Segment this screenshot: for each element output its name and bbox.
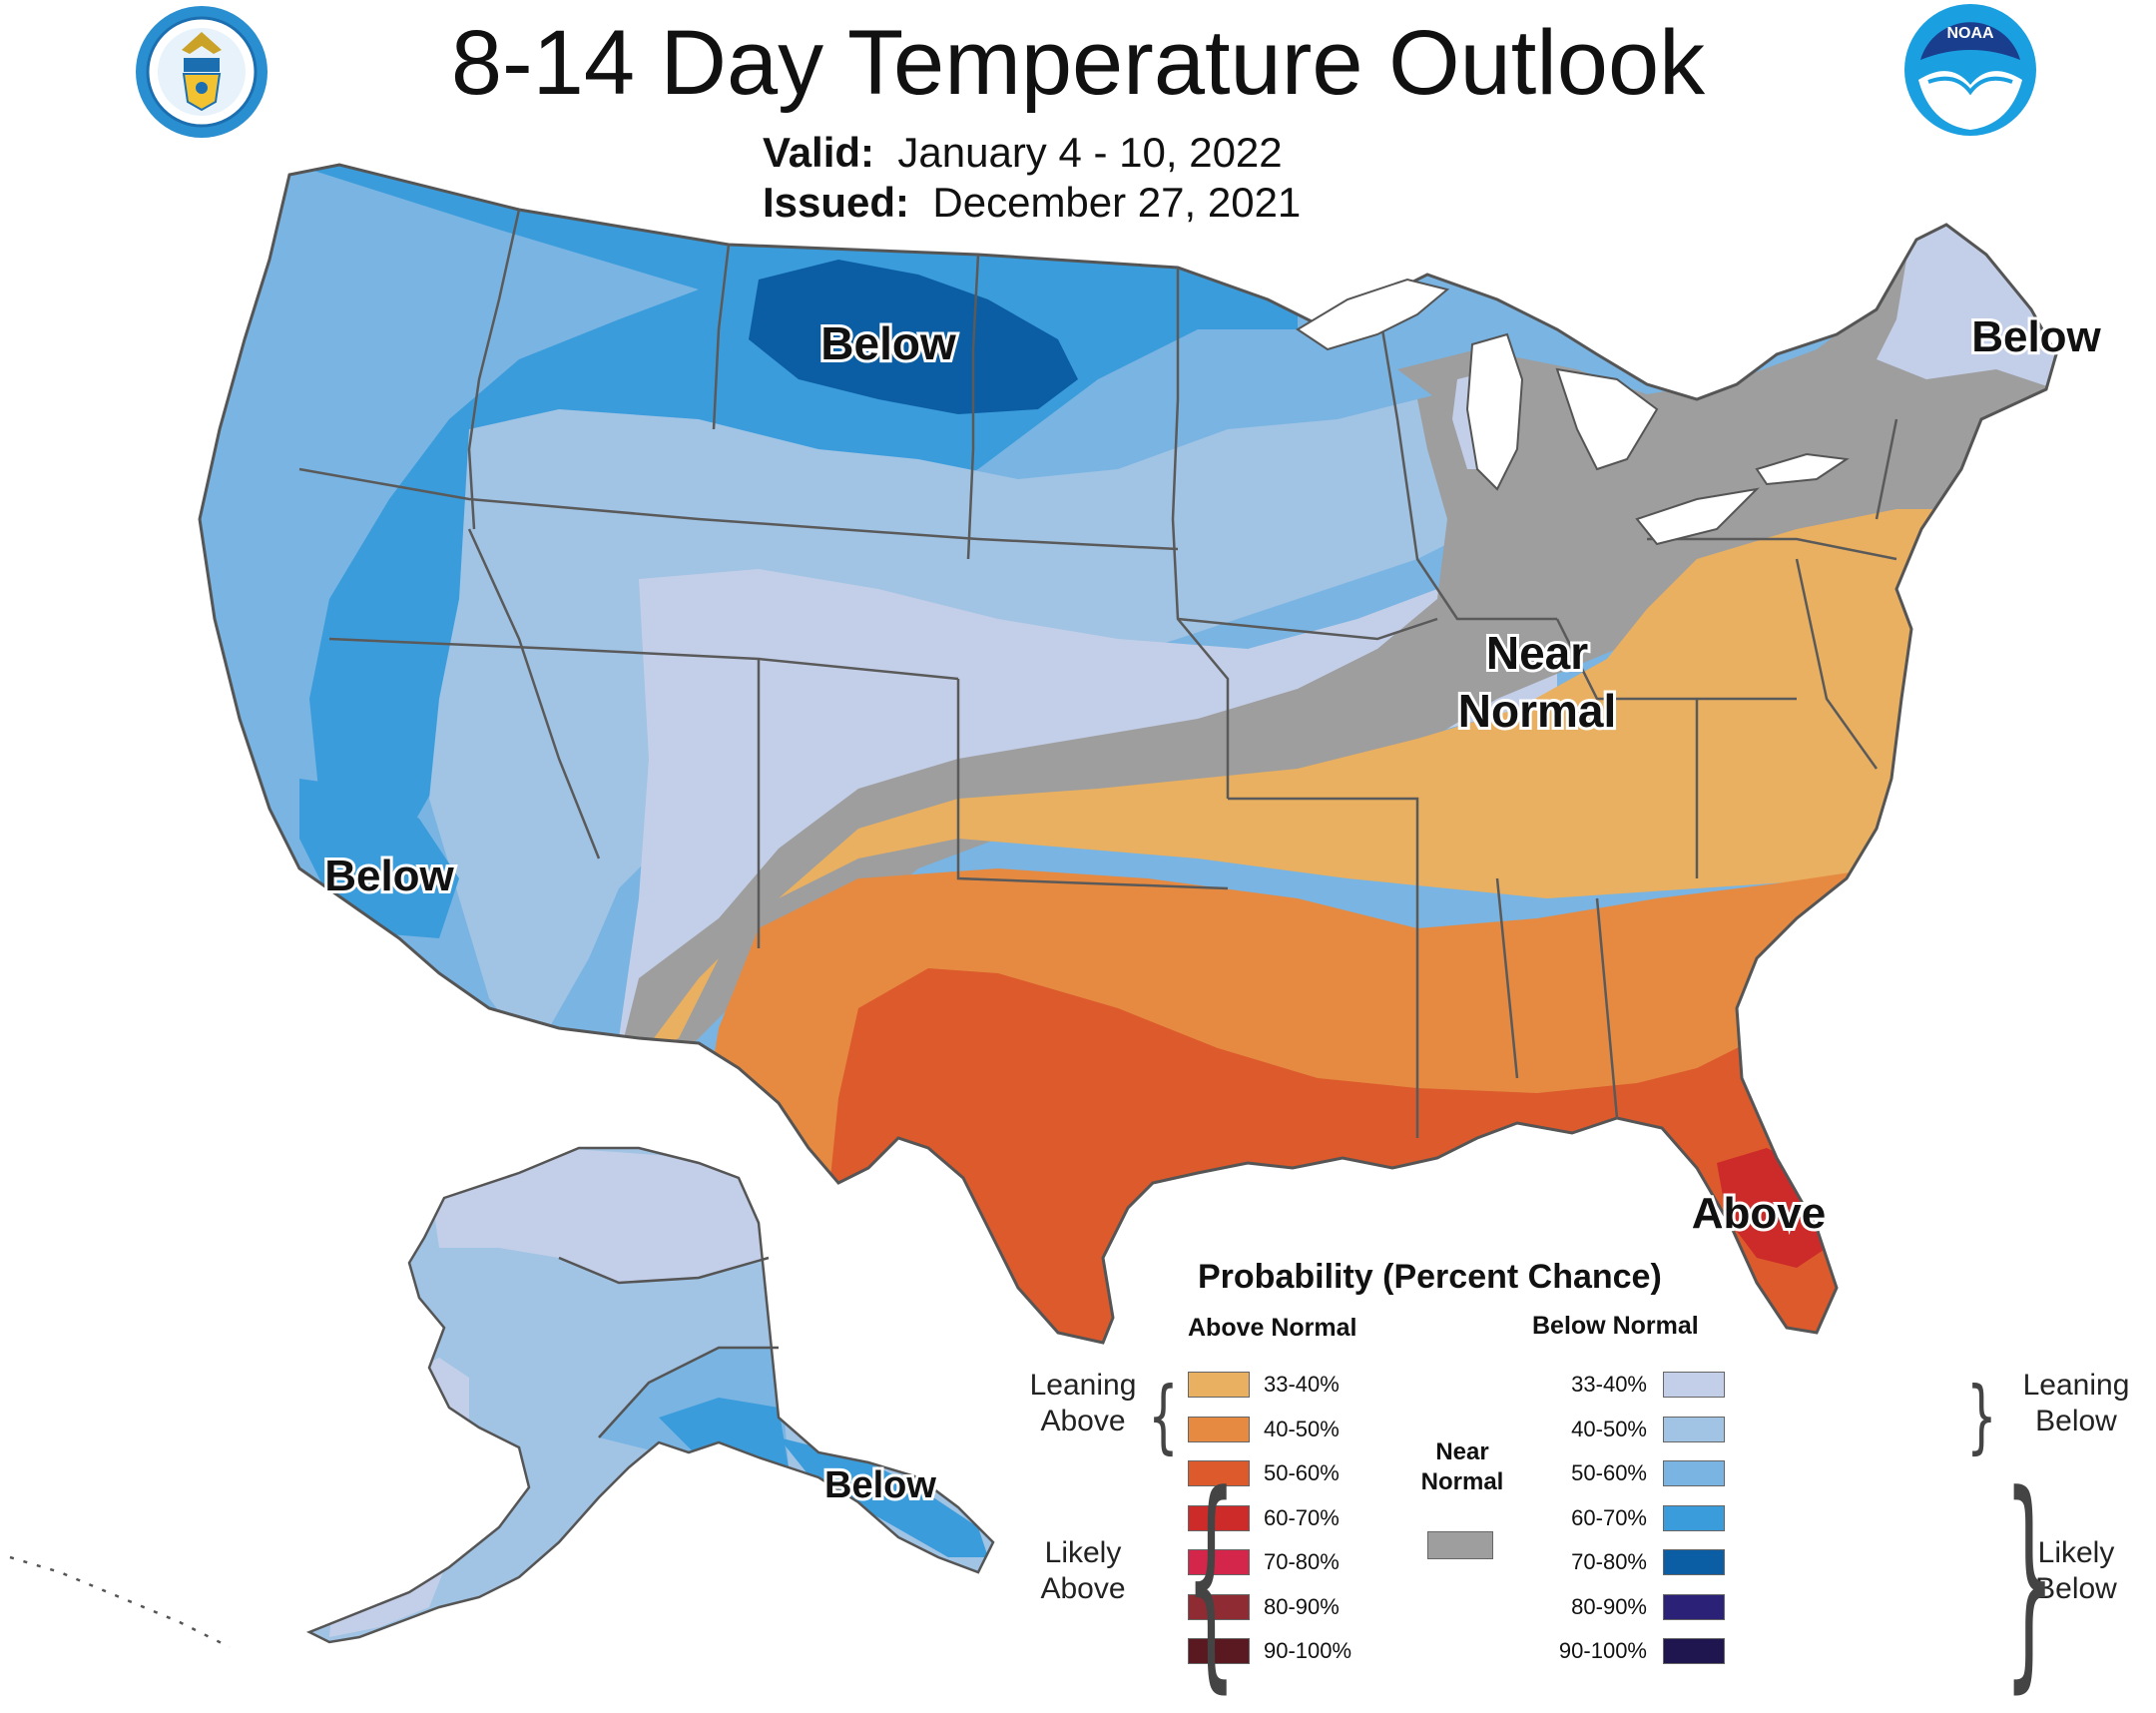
- legend-below-range: 50-60%: [1571, 1460, 1647, 1485]
- legend-title: Probability (Percent Chance): [1198, 1258, 1662, 1296]
- legend-above-swatch: [1188, 1416, 1250, 1442]
- legend-above-swatch: [1188, 1593, 1250, 1620]
- leaning-below-line2: Below: [2035, 1405, 2117, 1437]
- legend-leaning-above: Leaning Above: [998, 1368, 1168, 1439]
- leaning-above-brace-icon: {: [1148, 1370, 1179, 1462]
- legend-above-row: 40-50%: [1188, 1415, 1340, 1444]
- near-normal-line2: Normal: [1420, 1468, 1504, 1495]
- legend-below-row: 40-50%: [1537, 1415, 1725, 1444]
- label-above-florida: Above: [1692, 1189, 1826, 1238]
- conus-contours: [198, 163, 2058, 1345]
- legend-below-range: 60-70%: [1571, 1504, 1647, 1530]
- legend-above-swatch: [1188, 1460, 1250, 1486]
- legend-above-swatch: [1188, 1638, 1250, 1664]
- legend-above-swatch: [1188, 1372, 1250, 1398]
- likely-above-line2: Above: [1040, 1572, 1126, 1605]
- label-below-california: Below: [324, 852, 454, 900]
- issued-label: Issued:: [763, 179, 910, 226]
- legend-likely-above: Likely Above: [998, 1535, 1168, 1607]
- valid-value: January 4 - 10, 2022: [897, 129, 1283, 176]
- label-below-alaska: Below: [824, 1464, 936, 1506]
- legend-above-row: 90-100%: [1188, 1636, 1351, 1666]
- near-normal-line1: Near: [1435, 1438, 1489, 1465]
- likely-below-brace-icon: }: [2003, 1446, 2055, 1713]
- legend-above-swatch: [1188, 1504, 1250, 1531]
- legend-above-range: 90-100%: [1264, 1638, 1352, 1663]
- legend-below-swatch: [1663, 1372, 1725, 1398]
- legend-above-header: Above Normal: [1188, 1314, 1357, 1342]
- noaa-logo-icon: NOAA: [1904, 4, 2036, 136]
- legend-below-row: 60-70%: [1537, 1503, 1725, 1533]
- valid-row: Valid: January 4 - 10, 2022: [763, 128, 1301, 178]
- leaning-above-line1: Leaning: [1029, 1369, 1137, 1402]
- legend-above-row: 70-80%: [1188, 1547, 1340, 1577]
- legend-below-swatch: [1663, 1416, 1725, 1442]
- alaska-shading: [309, 1148, 993, 1642]
- label-near-normal-line2: Normal: [1458, 685, 1616, 737]
- great-lakes: [1296, 278, 1850, 546]
- legend-below-row: 70-80%: [1537, 1547, 1725, 1577]
- noaa-logo-text: NOAA: [1946, 25, 1994, 42]
- legend-below-range: 70-80%: [1571, 1549, 1647, 1574]
- likely-below-line2: Below: [2035, 1572, 2117, 1605]
- legend-below-row: 50-60%: [1537, 1458, 1725, 1488]
- legend-above-range: 80-90%: [1264, 1593, 1340, 1619]
- date-block: Valid: January 4 - 10, 2022 Issued: Dece…: [763, 128, 1301, 228]
- page-title: 8-14 Day Temperature Outlook: [450, 12, 1706, 114]
- legend-below-swatch: [1663, 1638, 1725, 1664]
- legend-below-swatch: [1663, 1593, 1725, 1620]
- legend-below-range: 40-50%: [1571, 1416, 1647, 1441]
- issued-value: December 27, 2021: [932, 179, 1302, 226]
- legend-below-row: 33-40%: [1537, 1370, 1725, 1400]
- near-normal-swatch: [1427, 1531, 1493, 1559]
- legend-leaning-below: Leaning Below: [1996, 1368, 2156, 1439]
- legend-above-range: 60-70%: [1264, 1504, 1340, 1530]
- legend-below-range: 33-40%: [1571, 1372, 1647, 1397]
- legend-above-swatch: [1188, 1549, 1250, 1575]
- legend-below-range: 80-90%: [1571, 1593, 1647, 1619]
- leaning-below-line1: Leaning: [2022, 1369, 2130, 1402]
- legend-above-range: 33-40%: [1264, 1372, 1340, 1397]
- legend-below-swatch: [1663, 1460, 1725, 1486]
- likely-above-line1: Likely: [1044, 1536, 1122, 1569]
- legend-below-swatch: [1663, 1504, 1725, 1531]
- leaning-below-brace-icon: }: [1966, 1370, 1997, 1462]
- issued-row: Issued: December 27, 2021: [763, 178, 1301, 228]
- legend-below-range: 90-100%: [1558, 1638, 1647, 1663]
- legend-likely-below: Likely Below: [1996, 1535, 2156, 1607]
- legend-above-row: 60-70%: [1188, 1503, 1340, 1533]
- department-of-commerce-seal-icon: [136, 6, 268, 138]
- valid-label: Valid:: [763, 129, 875, 176]
- legend-above-range: 70-80%: [1264, 1549, 1340, 1574]
- label-below-north-plains: Below: [820, 317, 956, 369]
- likely-above-brace-icon: {: [1185, 1446, 1237, 1713]
- legend-below-row: 90-100%: [1537, 1636, 1725, 1666]
- legend-above-row: 33-40%: [1188, 1370, 1340, 1400]
- legend-below-row: 80-90%: [1537, 1592, 1725, 1622]
- alaska-outline: [9, 1146, 995, 1649]
- legend: Probability (Percent Chance) Above Norma…: [998, 1258, 2156, 1695]
- legend-below-header: Below Normal: [1532, 1312, 1699, 1340]
- legend-below-swatch: [1663, 1549, 1725, 1575]
- temperature-outlook-map: Below Below Below Near Normal Above Belo…: [9, 163, 2102, 1649]
- legend-above-range: 50-60%: [1264, 1460, 1340, 1485]
- legend-above-row: 80-90%: [1188, 1592, 1340, 1622]
- legend-above-range: 40-50%: [1264, 1416, 1340, 1441]
- label-near-normal-line1: Near: [1486, 627, 1588, 679]
- likely-below-line1: Likely: [2037, 1536, 2115, 1569]
- leaning-above-line2: Above: [1040, 1405, 1126, 1437]
- label-below-northeast: Below: [1971, 312, 2101, 361]
- legend-near-normal: Near Normal: [1407, 1437, 1517, 1497]
- legend-above-row: 50-60%: [1188, 1458, 1340, 1488]
